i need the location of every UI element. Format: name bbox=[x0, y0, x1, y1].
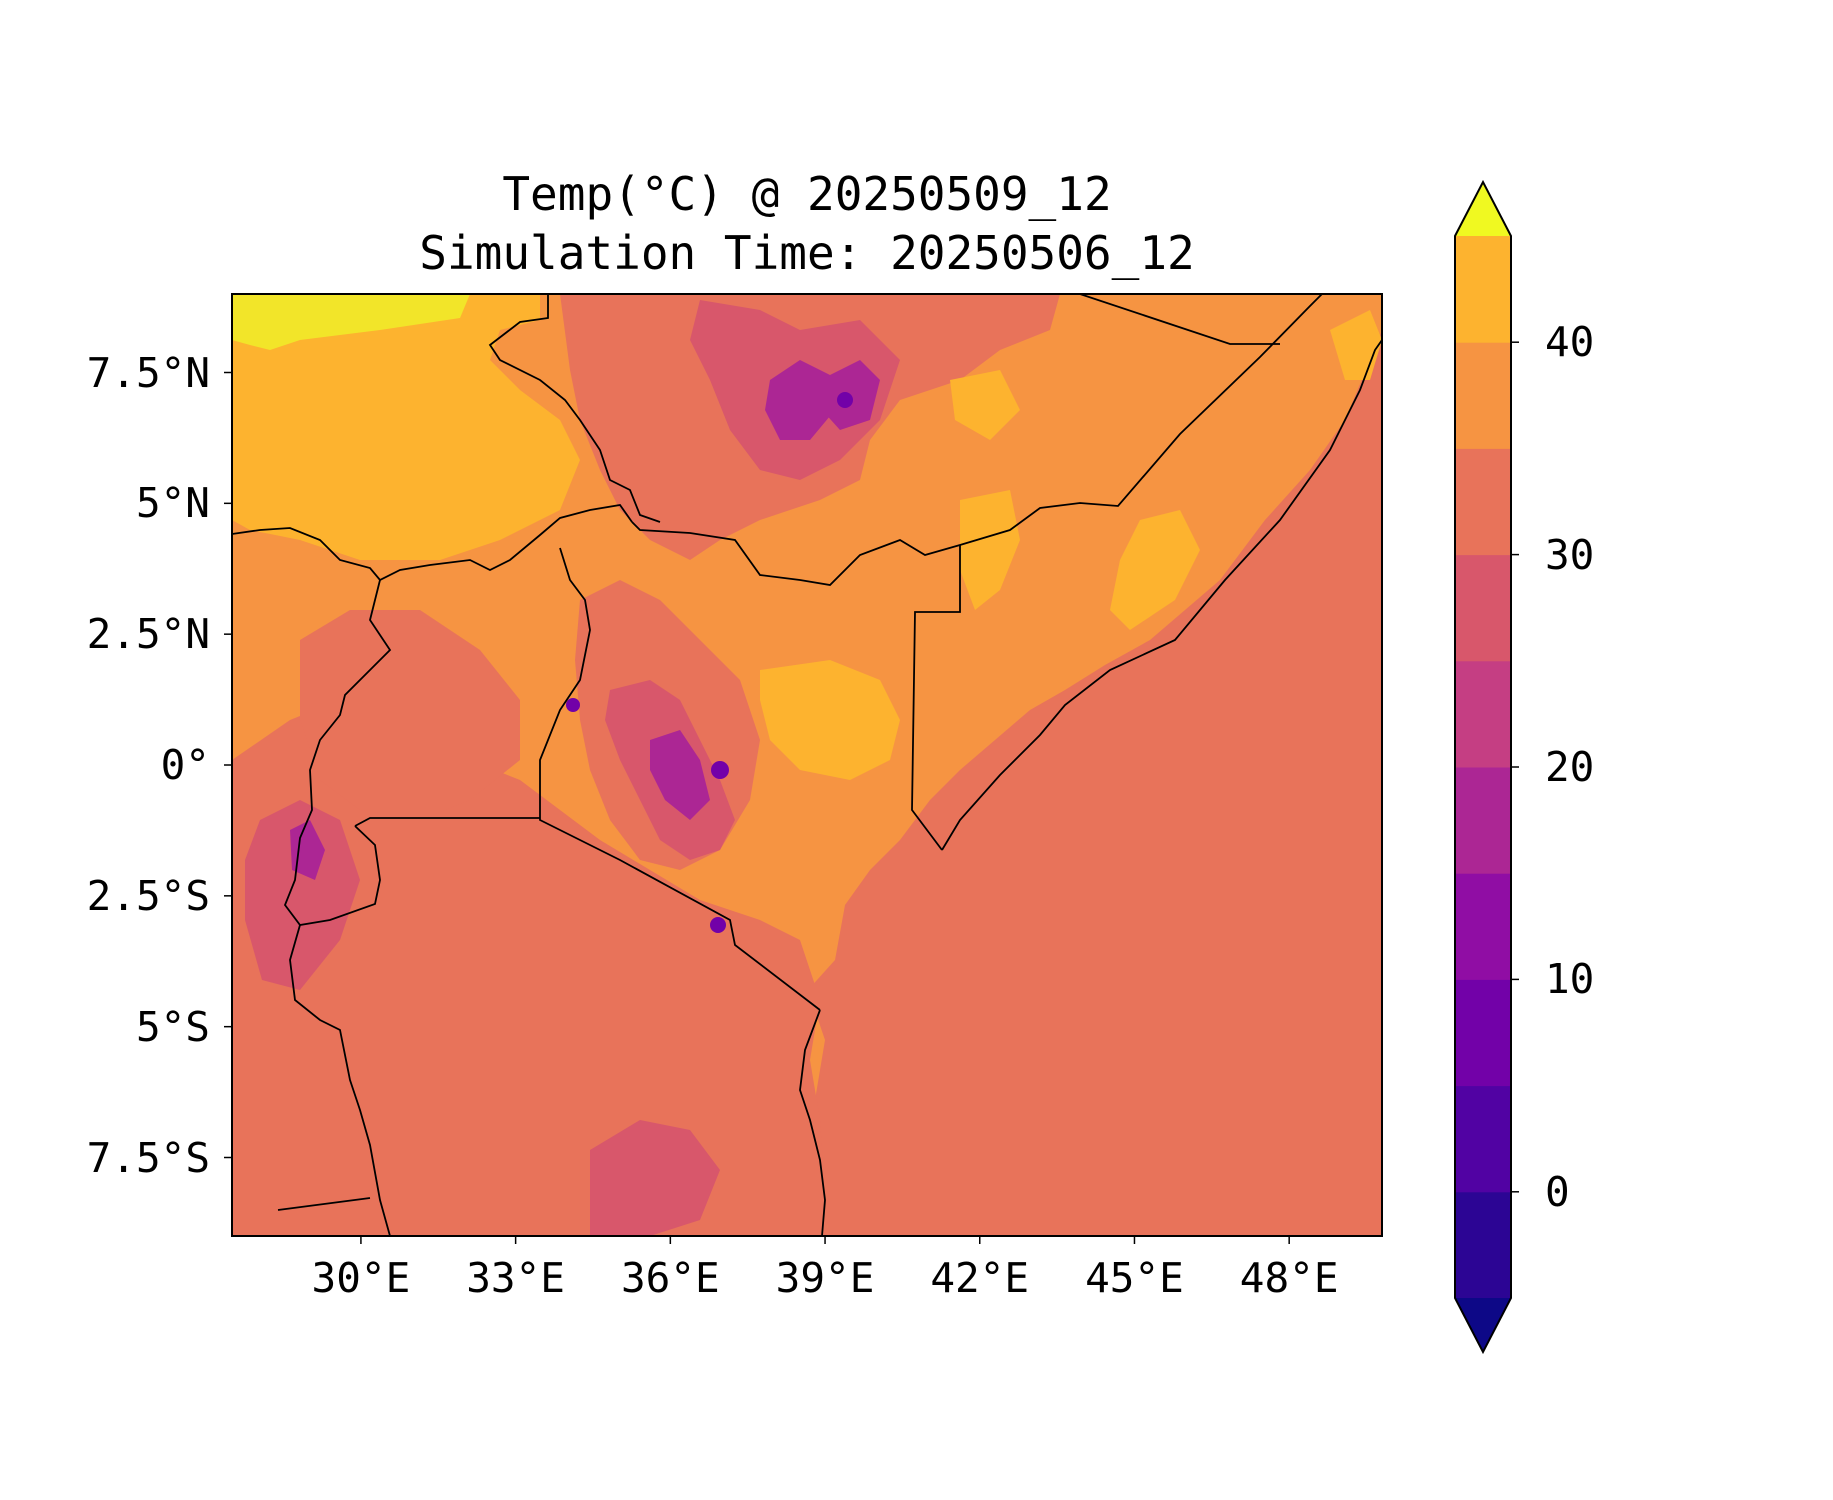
colorbar-segment bbox=[1455, 1085, 1511, 1193]
hot-35-40-somalia-b bbox=[950, 370, 1020, 440]
colorbar-segment bbox=[1455, 873, 1511, 980]
peak-15-20-d bbox=[290, 820, 325, 880]
colorbar-tick-label: 30 bbox=[1545, 530, 1595, 579]
colorbar-segment bbox=[1455, 236, 1511, 343]
x-tick-label: 33°E bbox=[466, 1254, 565, 1302]
colorbar-segment bbox=[1455, 554, 1511, 662]
sw-region-25-30 bbox=[232, 690, 828, 1236]
peak-15-20-b bbox=[650, 730, 710, 820]
hot-35-40-somalia-c bbox=[1110, 510, 1200, 630]
x-tick-label: 42°E bbox=[930, 1254, 1030, 1302]
hot-35-40-somalia-a bbox=[960, 490, 1020, 610]
hot-35-40-coast bbox=[1330, 310, 1382, 380]
lake-basin-25-30 bbox=[300, 610, 520, 820]
colorbar-segment bbox=[1455, 767, 1511, 874]
colorbar-tick-label: 40 bbox=[1545, 318, 1595, 367]
colorbar-tick-label: 10 bbox=[1545, 955, 1595, 1004]
x-tick-marks bbox=[360, 1236, 1290, 1244]
colorbar-segment bbox=[1455, 660, 1511, 768]
borders bbox=[232, 294, 1382, 1236]
peak-10-15-kenya bbox=[711, 761, 729, 779]
peak-10-15-elgon bbox=[566, 698, 580, 712]
colorbar-segment bbox=[1455, 342, 1511, 449]
y-tick-label: 5°S bbox=[135, 1002, 210, 1051]
colorbar-segment bbox=[1455, 1191, 1511, 1299]
x-tick-label: 36°E bbox=[620, 1254, 720, 1302]
y-tick-label: 7.5°S bbox=[86, 1133, 210, 1182]
x-tick-label: 39°E bbox=[775, 1254, 875, 1302]
map-field bbox=[232, 294, 1382, 1236]
colorbar-segment bbox=[1455, 448, 1511, 556]
peak-15-20-a bbox=[765, 360, 835, 440]
x-tick-label: 30°E bbox=[311, 1254, 411, 1302]
hot-35-40-kenya bbox=[760, 660, 900, 780]
colorbar-extend-min bbox=[1455, 1298, 1511, 1352]
y-tick-label: 2.5°N bbox=[86, 610, 210, 659]
peak-10-15-kilimanjaro bbox=[710, 917, 726, 933]
y-tick-label: 7.5°N bbox=[86, 348, 210, 397]
highlands-20-25-tanzania bbox=[590, 1120, 720, 1236]
chart-title-line-2: Simulation Time: 20250506_12 bbox=[419, 226, 1195, 280]
colorbar-segment bbox=[1455, 979, 1511, 1087]
hot-35-40-sudan bbox=[232, 294, 580, 560]
highlands-20-25-west bbox=[245, 800, 360, 990]
y-tick-label: 2.5°S bbox=[86, 871, 210, 920]
hottest-40-45 bbox=[232, 294, 470, 350]
colorbar-outline bbox=[1454, 179, 1512, 1355]
y-tick-label: 0° bbox=[160, 741, 210, 789]
x-tick-label: 48°E bbox=[1239, 1254, 1339, 1302]
x-tick-label: 45°E bbox=[1085, 1254, 1184, 1302]
colorbar-tick-label: 0 bbox=[1545, 1167, 1570, 1216]
colorbar-extend-max bbox=[1455, 182, 1511, 236]
colorbar bbox=[1454, 179, 1519, 1355]
y-tick-label: 5°N bbox=[135, 479, 210, 528]
chart-title-line-1: Temp(°C) @ 20250509_12 bbox=[502, 167, 1112, 221]
peak-10-15-ethiopia bbox=[837, 392, 853, 408]
colorbar-tick-label: 20 bbox=[1545, 743, 1595, 791]
y-tick-marks bbox=[224, 371, 232, 1159]
ocean-25-30 bbox=[808, 294, 1382, 1236]
